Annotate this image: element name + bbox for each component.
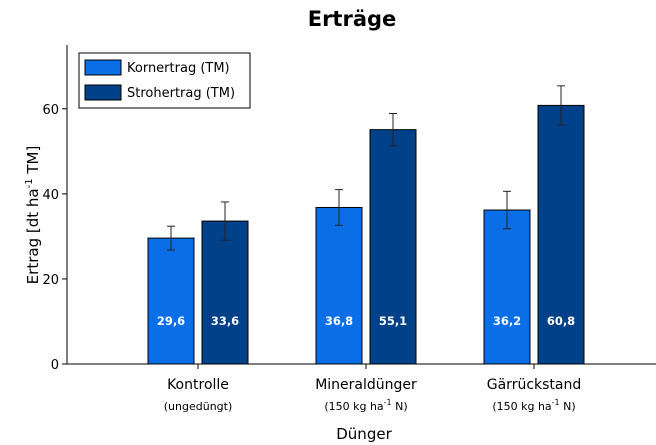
category-sublabel: (ungedüngt) bbox=[164, 400, 233, 413]
category-label: Kontrolle bbox=[167, 377, 229, 393]
y-tick-label: 20 bbox=[42, 273, 59, 288]
data-label: 36,2 bbox=[493, 314, 521, 328]
data-label: 33,6 bbox=[211, 314, 239, 328]
chart-title: Erträge bbox=[308, 7, 397, 31]
y-axis-label-main: Ertrag [dt ha bbox=[24, 188, 42, 284]
y-axis-label: Ertrag [dt ha-1 TM] bbox=[24, 146, 42, 285]
bar bbox=[315, 206, 363, 365]
y-tick-label: 60 bbox=[42, 103, 59, 118]
bar bbox=[483, 209, 531, 365]
x-axis-label: Dünger bbox=[336, 425, 392, 443]
bar bbox=[147, 237, 195, 365]
category-sublabel: (150 kg ha-1 N) bbox=[324, 398, 407, 413]
data-label: 55,1 bbox=[379, 314, 407, 328]
legend-swatch bbox=[84, 84, 122, 101]
data-label: 29,6 bbox=[157, 314, 185, 328]
y-axis-label-unit: TM] bbox=[24, 146, 42, 179]
data-label: 60,8 bbox=[547, 314, 575, 328]
category-sublabel: (150 kg ha-1 N) bbox=[492, 398, 575, 413]
category-label: Mineraldünger bbox=[315, 377, 417, 393]
legend: Kornertrag (TM) Strohertrag (TM) bbox=[78, 52, 251, 109]
legend-label: Kornertrag (TM) bbox=[127, 61, 230, 76]
bar bbox=[201, 220, 249, 365]
plot-area: 0 20 40 60 29,6 36,8 36,2 33,6 55,1 60,8 Kontrolle… bbox=[42, 45, 656, 413]
y-tick-label: 40 bbox=[42, 188, 59, 203]
category-label: Gärrückstand bbox=[487, 377, 582, 393]
bar bbox=[369, 129, 417, 365]
data-label: 36,8 bbox=[325, 314, 353, 328]
y-axis-label-superscript: -1 bbox=[24, 178, 35, 188]
legend-swatch bbox=[84, 59, 122, 76]
legend-label: Strohertrag (TM) bbox=[127, 86, 235, 101]
y-tick-label: 0 bbox=[51, 358, 59, 373]
